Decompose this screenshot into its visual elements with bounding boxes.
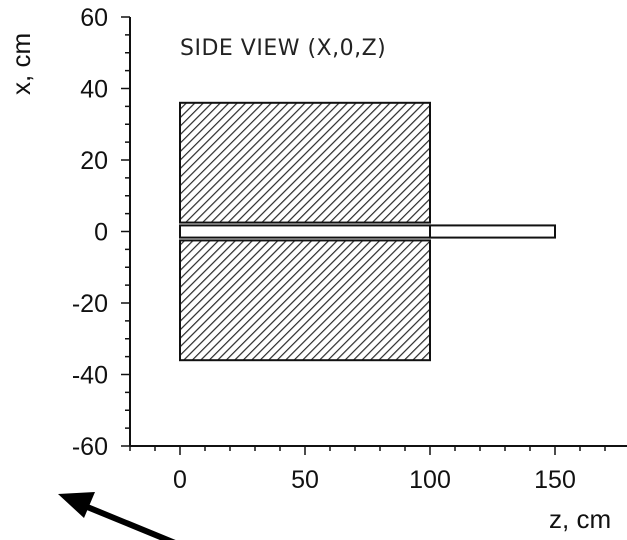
x-tick-label: 0 bbox=[173, 466, 187, 494]
x-ticks: 0 50 100 150 bbox=[129, 446, 606, 494]
y-tick-label: 20 bbox=[80, 147, 108, 175]
upper-hatched-block bbox=[179, 101, 431, 224]
arrow-up-left-icon bbox=[58, 492, 176, 540]
y-tick-label: -60 bbox=[72, 433, 108, 461]
extension-tube bbox=[429, 224, 556, 239]
x-axis: 0 50 100 150 bbox=[129, 445, 627, 494]
x-tick-label: 100 bbox=[409, 466, 451, 494]
y-tick-label: 40 bbox=[80, 76, 108, 104]
geometry-shapes bbox=[179, 101, 556, 362]
x-axis-title: z, cm bbox=[549, 504, 611, 534]
y-ticks: 60 40 20 0 -20 -40 -60 bbox=[72, 4, 130, 461]
y-tick-label: 60 bbox=[80, 4, 108, 32]
y-tick-label: -20 bbox=[72, 290, 108, 318]
central-channel bbox=[179, 224, 431, 239]
y-axis: 60 40 20 0 -20 -40 -60 bbox=[72, 4, 131, 461]
y-axis-title: x, cm bbox=[6, 33, 36, 95]
x-tick-label: 150 bbox=[534, 466, 576, 494]
y-tick-label: -40 bbox=[72, 362, 108, 390]
y-tick-label: 0 bbox=[94, 219, 108, 247]
view-title: SIDE VIEW (X,0,Z) bbox=[180, 36, 386, 61]
x-tick-label: 50 bbox=[291, 466, 319, 494]
lower-hatched-block bbox=[179, 239, 431, 362]
